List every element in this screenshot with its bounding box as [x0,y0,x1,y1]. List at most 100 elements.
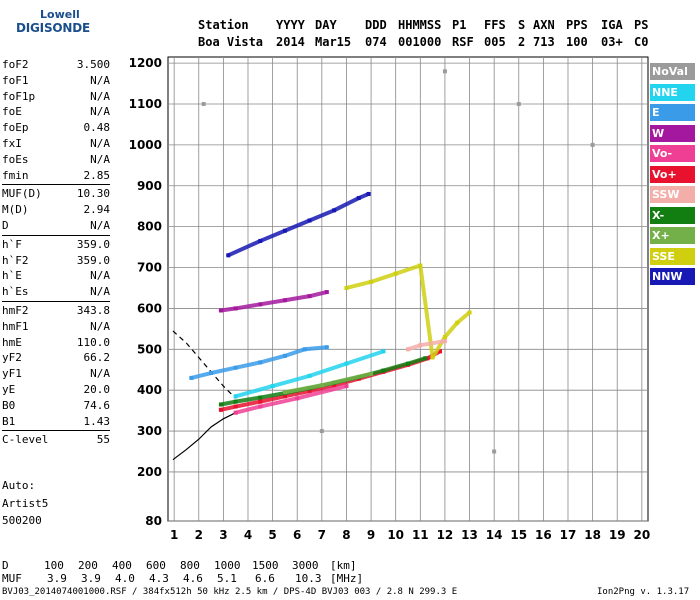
data-point-nnw [356,196,361,201]
data-point-nne [381,349,386,354]
data-point-e [233,365,238,370]
parameter-value: 359.0 [76,253,110,267]
x-tick-label: 11 [412,528,429,542]
data-point-xminus [423,356,428,361]
series-trace-vominus [233,384,349,415]
data-point-noval [319,429,324,434]
y-tick-label: 1100 [129,97,162,111]
muf-distance-row: D [2,559,9,572]
x-tick-label: 15 [510,528,527,542]
parameter-value: 10.30 [76,187,110,201]
parameter-row: foF2 3.500 [2,57,110,73]
data-point-xplus [369,371,374,376]
data-point-voplus [258,399,263,404]
header-label-station: Station [198,18,249,32]
legend-item-sse: SSE [650,247,695,265]
parameter-row: fxI N/A [2,136,110,152]
parameter-row: hmF1 N/A [2,319,110,335]
y-tick-label: 800 [137,220,162,234]
data-point-nne [270,384,275,389]
data-point-xplus [282,390,287,395]
parameter-value: 20.0 [83,382,111,396]
parameter-row: h`Es N/A [2,284,110,300]
data-point-vominus [295,396,300,401]
muf-value: 4.6 [183,572,203,585]
header-label-day: DAY [315,18,337,32]
electron-density-profile [172,412,236,461]
y-tick-label: 1000 [129,138,162,152]
parameter-name: foEp [2,121,29,135]
series-trace-sse [344,263,472,360]
data-point-nne [233,394,238,399]
parameter-row: B1 1.43 [2,414,110,430]
x-tick-label: 20 [633,528,650,542]
data-point-sse [418,263,423,268]
y-tick-label: 300 [137,424,162,438]
header-label-p1: P1 [452,18,467,32]
parameter-name: fmin [2,168,29,182]
model-profile-dashed [172,330,237,399]
parameter-row: fmin 2.85 [2,168,110,184]
data-point-w [307,294,312,299]
y-tick-label: 900 [137,179,162,193]
logo-line2: DIGISONDE [16,21,90,35]
distance-value: 100 [44,559,64,572]
data-point-xminus [233,399,238,404]
distance-label: D [2,559,9,572]
data-point-vominus [258,404,263,409]
data-point-vominus [344,384,349,389]
parameter-name: B1 [2,414,16,428]
legend-item-nnw: NNW [650,268,695,285]
parameter-name: hmE [2,335,22,349]
autoscaler-name: Artist5 [2,497,49,510]
data-point-voplus [218,407,223,412]
muf-value: 5.1 [217,572,237,585]
parameter-value: N/A [90,319,110,333]
x-tick-label: 14 [486,528,503,542]
data-point-nnw [258,238,263,243]
distance-value: 600 [146,559,166,572]
data-point-nnw [226,253,231,258]
x-tick-label: 8 [342,528,350,542]
separator-line [2,430,110,432]
series-trace-w [218,290,329,313]
muf-unit: [MHz] [330,572,364,585]
data-point-voplus [307,388,312,393]
parameter-value: N/A [90,105,110,119]
legend-item-noval: NoVal [650,63,695,80]
legend-item-nne: NNE [650,83,695,101]
x-tick-label: 9 [367,528,375,542]
x-tick-label: 4 [244,528,252,542]
parameter-value: 74.6 [83,398,111,412]
data-point-ssw [418,343,423,348]
parameter-value: 110.0 [76,335,110,349]
y-tick-label: 600 [137,301,162,315]
muf-frequency-row: MUF [2,572,22,585]
parameter-name: MUF(D) [2,187,42,201]
data-point-sse [455,320,460,325]
parameter-row: C-level 55 [2,432,110,448]
muf-value: 6.6 [255,572,275,585]
header-value-ps: C0 [634,35,649,49]
data-point-sse [442,335,447,340]
distance-value: 1000 [214,559,241,572]
data-point-nne [344,361,349,366]
header-label-ffs: FFS [484,18,506,32]
parameter-name: h`F2 [2,253,29,267]
data-point-sse [393,271,398,276]
parameter-value: N/A [90,89,110,103]
parameter-name: foE [2,105,22,119]
x-tick-label: 17 [560,528,577,542]
parameter-row: hmF2 343.8 [2,303,110,319]
data-point-xplus [319,383,324,388]
header-label-s: S [518,18,526,32]
parameter-name: h`Es [2,285,29,299]
parameter-row: foF1p N/A [2,89,110,105]
header-value-ddd: 074 [365,35,387,49]
legend-item-xminus: X- [650,206,695,224]
legend-item-vominus: Vo- [650,145,695,162]
parameter-name: hmF1 [2,319,29,333]
muf-value: 10.3 [295,572,322,585]
header-label-iga: IGA [601,18,623,32]
data-point-vominus [233,410,238,415]
